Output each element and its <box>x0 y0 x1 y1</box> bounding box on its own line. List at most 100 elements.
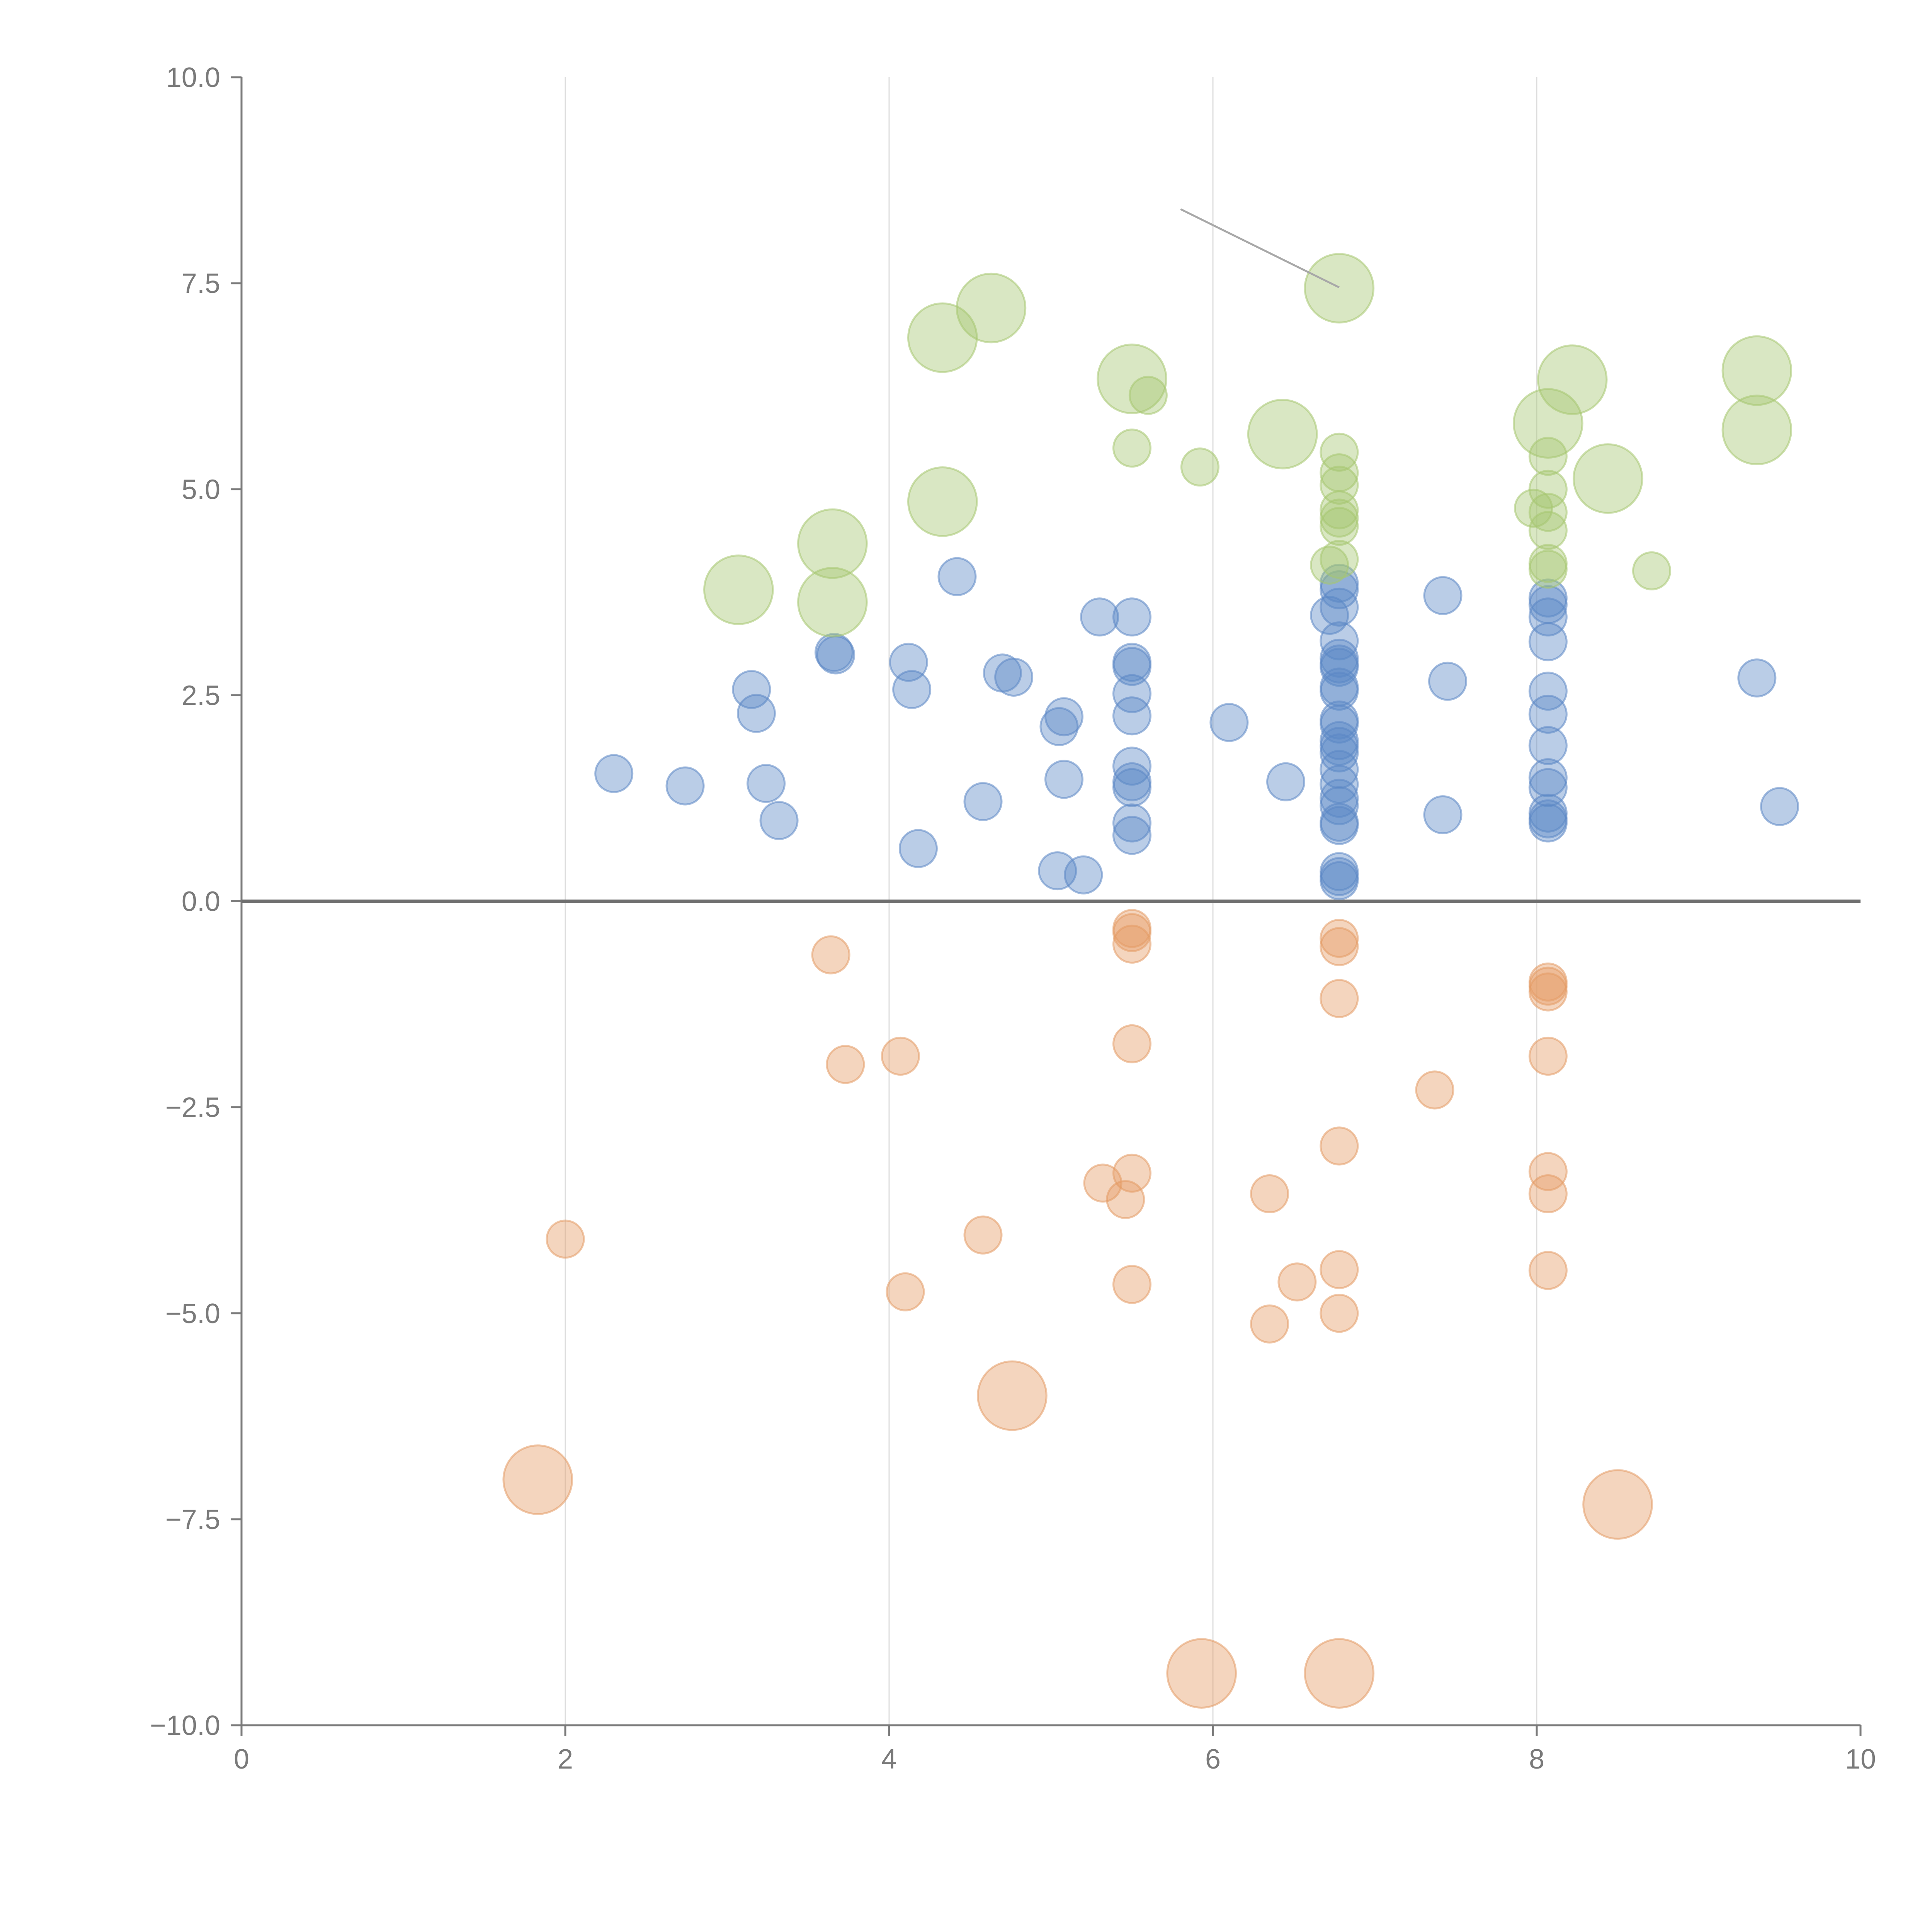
data-point-negative <box>1528 1174 1568 1214</box>
data-point-positive <box>898 829 938 868</box>
data-point-negative <box>1106 1180 1145 1219</box>
data-point-positive <box>1044 697 1084 736</box>
data-point-high <box>956 272 1027 344</box>
data-point-high <box>1320 540 1359 579</box>
data-point-positive <box>1320 570 1359 609</box>
data-point-negative <box>1250 1174 1289 1214</box>
data-point-high <box>1112 429 1151 468</box>
y-tick-label: −2.5 <box>165 1092 220 1123</box>
callout-line <box>1180 208 1340 289</box>
y-tick-label: 2.5 <box>182 680 220 711</box>
data-point-negative <box>1166 1638 1237 1709</box>
data-point-high <box>797 567 868 638</box>
data-point-positive <box>892 670 932 709</box>
data-point-high <box>1320 490 1359 530</box>
data-point-positive <box>1760 787 1799 826</box>
data-point-negative <box>881 1036 920 1076</box>
data-point-positive <box>1112 696 1151 736</box>
data-point-positive <box>1528 803 1568 843</box>
data-point-negative <box>1415 1070 1454 1110</box>
data-point-positive <box>1320 704 1359 744</box>
data-point-positive <box>1320 786 1359 825</box>
data-point-positive <box>1320 806 1359 845</box>
data-point-positive <box>1320 672 1359 711</box>
data-point-positive <box>759 801 799 840</box>
data-point-positive <box>1038 851 1077 891</box>
data-point-positive <box>732 670 771 709</box>
data-point-positive <box>1528 758 1568 798</box>
data-point-negative <box>1320 927 1359 966</box>
data-point-negative <box>1528 1036 1568 1076</box>
data-point-negative <box>1250 1304 1289 1344</box>
data-point-negative <box>1112 924 1151 964</box>
data-point-negative <box>963 1215 1003 1255</box>
data-point-positive <box>1528 726 1568 765</box>
data-point-negative <box>1320 1294 1359 1333</box>
data-point-negative <box>1320 1250 1359 1289</box>
data-point-negative <box>502 1444 573 1515</box>
data-point-positive <box>994 657 1034 697</box>
data-point-high <box>1513 388 1583 459</box>
data-point-positive <box>816 635 855 675</box>
data-point-negative <box>546 1219 585 1259</box>
data-point-negative <box>826 1045 865 1084</box>
data-point-negative <box>1112 1153 1151 1193</box>
data-point-positive <box>1112 816 1151 855</box>
data-point-positive <box>1320 587 1359 627</box>
data-point-positive <box>1320 648 1359 687</box>
data-point-positive <box>1112 647 1151 686</box>
x-tick-label: 6 <box>1205 1744 1221 1775</box>
x-tick-label: 10 <box>1845 1744 1876 1775</box>
data-point-positive <box>1209 703 1249 742</box>
x-axis-ticks: 0 2 4 6 8 10 <box>234 1725 1876 1775</box>
data-point-positive <box>747 764 786 803</box>
data-point-high <box>1180 447 1219 487</box>
y-tick-label: 0.0 <box>182 886 220 917</box>
data-point-high <box>1247 399 1318 469</box>
data-point-high <box>1573 443 1643 514</box>
data-point-positive <box>937 557 977 596</box>
data-point-high <box>1320 507 1359 546</box>
data-point-positive <box>1737 658 1777 698</box>
data-point-positive <box>1320 733 1359 773</box>
data-point-negative <box>1112 913 1151 952</box>
data-point-high <box>703 554 774 625</box>
data-point-high <box>1097 344 1167 414</box>
y-tick-label: 5.0 <box>182 474 220 505</box>
data-point-positive <box>1112 803 1151 843</box>
data-point-positive <box>1528 694 1568 734</box>
data-point-negative <box>1528 1152 1568 1191</box>
data-point-high <box>1320 498 1359 538</box>
data-point-high <box>1632 551 1671 590</box>
data-point-high <box>1304 253 1375 324</box>
y-axis-ticks: 10.0 7.5 5.0 2.5 0.0 −2.5 −5.0 −7.5 −10.0 <box>150 62 242 1741</box>
data-point-negative <box>811 935 850 975</box>
data-point-negative <box>886 1272 925 1311</box>
data-point-positive <box>1080 597 1119 637</box>
data-point-positive <box>1064 855 1103 895</box>
data-point-positive <box>1428 662 1468 701</box>
y-tick-label: −5.0 <box>165 1298 220 1329</box>
data-point-negative <box>1320 918 1359 958</box>
data-point-positive <box>736 694 776 733</box>
data-point-high <box>1721 335 1793 406</box>
y-tick-label: 7.5 <box>182 268 220 299</box>
data-point-high <box>1537 344 1608 415</box>
data-point-positive <box>1423 795 1463 835</box>
data-point-positive <box>1112 768 1151 807</box>
data-point-negative <box>1277 1262 1317 1302</box>
data-point-positive <box>1320 861 1359 900</box>
data-point-positive <box>1044 760 1084 799</box>
data-point-high <box>1320 432 1359 472</box>
data-point-negative <box>1112 1024 1151 1063</box>
data-point-negative <box>1112 1265 1151 1304</box>
data-points <box>502 253 1799 1709</box>
data-point-positive <box>665 766 705 806</box>
data-point-positive <box>815 633 854 672</box>
data-point-negative <box>1528 972 1568 1012</box>
data-point-positive <box>594 754 634 793</box>
data-point-positive <box>1039 707 1079 746</box>
y-tick-label: −10.0 <box>150 1710 220 1741</box>
data-point-positive <box>963 782 1003 821</box>
